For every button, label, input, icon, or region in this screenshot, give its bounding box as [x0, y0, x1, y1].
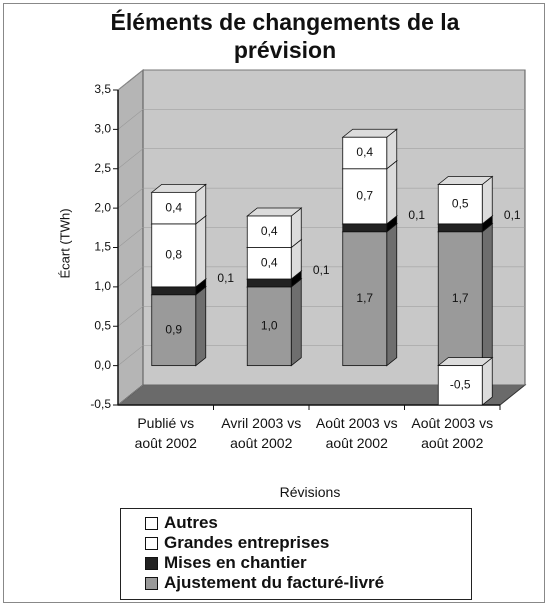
legend-swatch — [145, 516, 158, 530]
legend-item: Autres — [145, 513, 471, 533]
bar-top — [437, 357, 494, 367]
label-bg — [160, 247, 187, 264]
value-label: 0,4 — [165, 200, 182, 214]
y-tick-label: 2,0 — [94, 200, 111, 214]
value-label: 1,0 — [261, 318, 278, 332]
value-label: 0,1 — [313, 263, 330, 277]
value-label: 0,4 — [356, 145, 373, 159]
bar-segment — [246, 278, 292, 288]
bar-side — [386, 159, 398, 225]
label-bg — [160, 200, 187, 217]
bar-segment — [437, 223, 483, 233]
legend-item: Ajustement du facturé-livré — [145, 573, 471, 593]
y-tick-label: 3,5 — [94, 82, 111, 96]
bar-side — [195, 215, 207, 288]
grid-line — [117, 148, 525, 169]
y-tick-label: 2,5 — [94, 161, 111, 175]
y-axis-label: Écart (TWh) — [57, 208, 73, 279]
label-bg — [160, 322, 187, 339]
x-tick-label: Août 2003 vs août 2002 — [315, 415, 398, 451]
y-tick-label: 1,0 — [94, 279, 111, 293]
legend-label: Grandes entreprises — [164, 533, 330, 552]
value-label: 0,8 — [165, 248, 182, 262]
frame — [3, 3, 545, 603]
bar-side — [290, 278, 302, 367]
bar-side — [195, 285, 207, 367]
grid-line — [117, 109, 525, 130]
value-label: 0,4 — [261, 224, 278, 238]
grid-line — [117, 187, 525, 209]
label-bg — [256, 255, 283, 272]
label-bg — [256, 223, 283, 240]
label-bg — [447, 290, 474, 307]
value-label: 0,4 — [261, 255, 278, 269]
legend-label: Ajustement du facturé-livré — [164, 573, 385, 592]
grid-line — [117, 266, 525, 288]
value-label: 0,1 — [504, 208, 521, 222]
x-tick-label: Août 2003 vs août 2002 — [411, 415, 494, 451]
value-label: 1,7 — [452, 291, 469, 305]
grid-line — [117, 69, 525, 91]
value-label: 0,7 — [356, 188, 373, 202]
x-tick-label: Publié vs août 2002 — [134, 415, 197, 451]
value-label: 1,7 — [356, 291, 373, 305]
label-bg — [447, 196, 474, 213]
grid-line — [117, 305, 525, 327]
value-label: 0,1 — [408, 208, 425, 222]
grid-line — [117, 345, 525, 366]
bar-top — [246, 207, 303, 217]
label-bg — [351, 145, 378, 161]
legend: Autres Grandes entreprises Mises en chanti… — [120, 508, 472, 600]
grid-line — [117, 384, 525, 406]
bar-side — [481, 222, 493, 367]
y-tick-label: 1,5 — [94, 240, 111, 254]
x-tick-label: Avril 2003 vs août 2002 — [221, 415, 302, 451]
legend-swatch — [145, 536, 158, 550]
y-tick-label: -0,5 — [90, 397, 111, 411]
x-axis-label: Révisions — [279, 484, 341, 500]
value-label: 0,1 — [217, 271, 234, 285]
bar-segment — [151, 286, 197, 296]
legend-item: Grandes entreprises — [145, 533, 471, 553]
label-bg — [447, 377, 474, 394]
grid-line — [117, 227, 525, 248]
value-label: 0,5 — [452, 196, 469, 210]
y-tick-label: 3,0 — [94, 122, 111, 136]
bar-top — [341, 128, 398, 138]
bar-side — [386, 222, 398, 367]
y-tick-label: 0,0 — [94, 358, 111, 372]
chart-title: Éléments de changements de la prévision — [110, 9, 460, 63]
legend-label: Autres — [164, 513, 218, 532]
legend-item: Mises en chantier — [145, 553, 471, 573]
value-label: 0,9 — [165, 322, 182, 336]
y-tick-label: 0,5 — [94, 318, 111, 332]
label-bg — [351, 188, 378, 205]
label-bg — [256, 318, 283, 335]
bar-top — [437, 176, 494, 185]
legend-swatch — [145, 556, 158, 570]
bar-segment — [342, 223, 388, 233]
label-bg — [351, 290, 378, 307]
bar-top — [150, 183, 207, 193]
value-label: -0,5 — [450, 377, 471, 391]
legend-label: Mises en chantier — [164, 553, 307, 572]
legend-swatch — [145, 576, 158, 590]
